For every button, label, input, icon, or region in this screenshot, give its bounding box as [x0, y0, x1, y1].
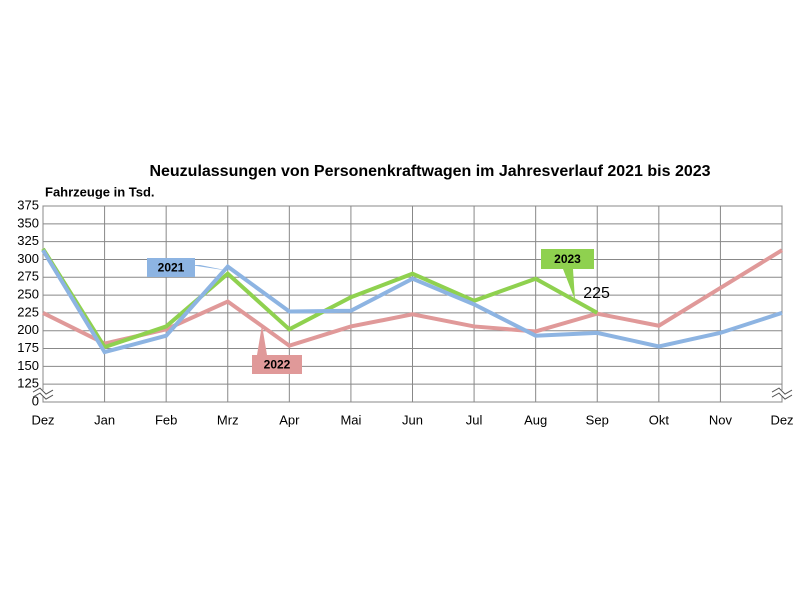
x-tick-label: Sep	[586, 412, 609, 427]
y-tick-label: 225	[17, 304, 39, 319]
x-tick-label: Okt	[649, 412, 670, 427]
y-tick-label: 375	[17, 197, 39, 212]
series-line	[41, 247, 599, 350]
x-tick-label: Nov	[709, 412, 733, 427]
y-tick-label: 150	[17, 358, 39, 373]
x-tick-label: Feb	[155, 412, 177, 427]
y-tick-label: 0	[32, 393, 39, 408]
data-label: 225	[583, 285, 610, 302]
series-line	[41, 249, 783, 355]
y-tick-label: 125	[17, 376, 39, 391]
y-tick-label: 200	[17, 322, 39, 337]
x-tick-label: Jan	[94, 412, 115, 427]
x-tick-label: Jun	[402, 412, 423, 427]
legend-box	[541, 249, 594, 269]
x-tick-label: Dez	[31, 412, 54, 427]
y-tick-label: 275	[17, 269, 39, 284]
y-tick-label: 300	[17, 251, 39, 266]
x-tick-label: Jul	[466, 412, 483, 427]
x-tick-label: Apr	[279, 412, 300, 427]
x-tick-label: Aug	[524, 412, 547, 427]
axis-break	[33, 390, 53, 397]
series-line	[42, 248, 784, 348]
y-axis-label: Fahrzeuge in Tsd.	[45, 184, 155, 199]
legend-pointer	[190, 265, 230, 271]
legend-box	[252, 355, 302, 374]
y-tick-label: 350	[17, 215, 39, 230]
legend-label: 2021	[158, 261, 185, 275]
y-tick-label: 325	[17, 233, 39, 248]
axis-break	[772, 390, 792, 397]
axis-break	[771, 387, 793, 400]
legend-label: 2023	[554, 252, 581, 266]
x-tick-label: Dez	[770, 412, 793, 427]
axis-break	[32, 387, 54, 400]
y-tick-label: 175	[17, 340, 39, 355]
legend-label: 2022	[264, 358, 291, 372]
x-tick-label: Mai	[340, 412, 361, 427]
x-tick-label: Mrz	[217, 412, 239, 427]
y-tick-label: 250	[17, 287, 39, 302]
legend-box	[147, 258, 195, 277]
chart-title: Neuzulassungen von Personenkraftwagen im…	[149, 163, 710, 180]
legend-pointer	[257, 325, 267, 355]
legend-pointer	[563, 269, 575, 300]
